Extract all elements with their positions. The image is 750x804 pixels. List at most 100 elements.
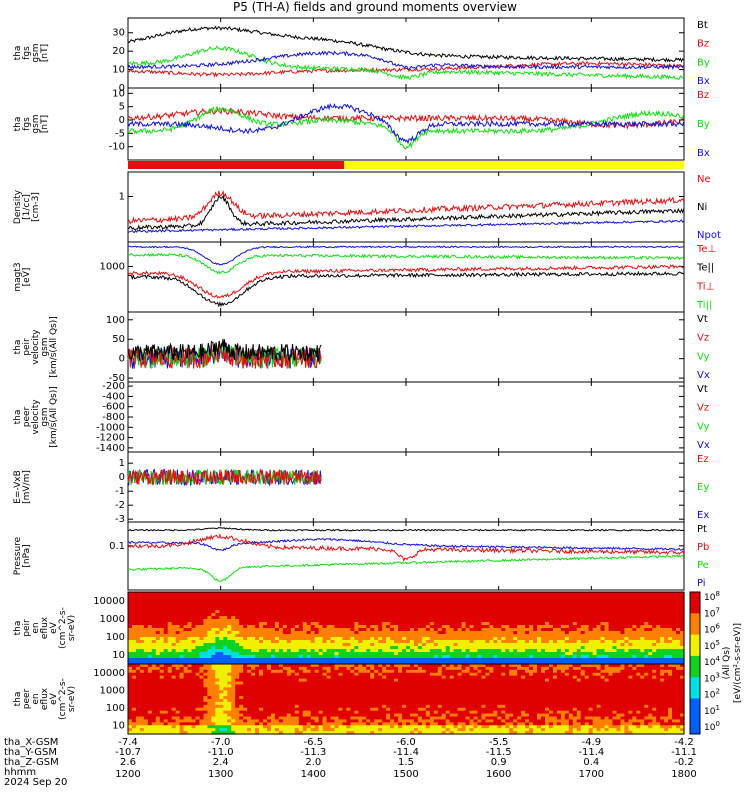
panel-region_bar bbox=[128, 161, 684, 169]
panel-frame bbox=[128, 382, 684, 452]
y-axis-label: sr-eV) bbox=[67, 686, 77, 712]
y-tick-label: 0 bbox=[119, 472, 125, 483]
series-temperature-Ti_par bbox=[128, 254, 684, 274]
y-tick-label: -1 bbox=[115, 486, 125, 497]
legend-peir_velocity-2: Vy bbox=[697, 351, 710, 362]
y-tick-label: 100 bbox=[106, 315, 125, 326]
y-tick-label: 100 bbox=[106, 632, 125, 643]
legend-pressure-1: Pb bbox=[697, 542, 709, 553]
y-axis-label: [cm-3] bbox=[31, 192, 41, 222]
y-axis-label: sr-eV) bbox=[67, 615, 77, 641]
legend-peir_velocity-0: Vt bbox=[697, 314, 708, 325]
y-tick-label: 30 bbox=[112, 28, 125, 39]
line-By bbox=[128, 107, 684, 149]
legend-temperature-1: Te|| bbox=[696, 263, 714, 274]
y-axis-label: [nPa] bbox=[22, 544, 32, 567]
series-fgs_gsm-Bt bbox=[128, 27, 684, 62]
panel-frame bbox=[128, 172, 684, 242]
series-density-Npot bbox=[128, 220, 684, 232]
series-pressure-Pi bbox=[128, 539, 684, 551]
y-tick-label: 1 bbox=[119, 192, 125, 203]
y-axis-label: [nT] bbox=[40, 44, 50, 62]
y-tick-label: 10 bbox=[112, 65, 125, 76]
y-tick-label: 1000 bbox=[100, 614, 125, 625]
series-fgs_gsm-By bbox=[128, 46, 684, 79]
legend-fgs_gsm-2: By bbox=[697, 57, 710, 68]
legend-peer_velocity-1: Vz bbox=[697, 403, 709, 414]
legend-peir_velocity-3: Vx bbox=[697, 370, 710, 381]
legend-fgs_gsm-0: Bt bbox=[697, 20, 708, 31]
plot-title: P5 (TH-A) fields and ground moments over… bbox=[0, 0, 750, 14]
legend-fgs_gsm-3: Bx bbox=[697, 76, 710, 87]
legend-efield-0: Ez bbox=[697, 454, 709, 465]
legend-temperature-3: Ti|| bbox=[696, 300, 712, 311]
region-segment bbox=[344, 161, 684, 169]
line-Te_par bbox=[128, 272, 684, 306]
y-tick-label: 10 bbox=[112, 650, 125, 661]
series-pressure-Pt bbox=[128, 528, 684, 531]
y-tick-label: -3 bbox=[115, 514, 125, 525]
heatmap-peir_eflux bbox=[128, 592, 685, 665]
y-tick-label: 5 bbox=[119, 102, 125, 113]
legend-pressure-0: Pt bbox=[697, 524, 707, 535]
y-axis-label: [nT] bbox=[40, 115, 50, 133]
legend-pressure-2: Pe bbox=[697, 560, 709, 571]
legend-fgs_gsm_zoom-0: Bz bbox=[697, 90, 709, 101]
line-Pe bbox=[128, 555, 684, 581]
series-temperature-Te_perp bbox=[128, 246, 684, 265]
line-Te_perp bbox=[128, 246, 684, 265]
y-tick-label: 10 bbox=[112, 88, 125, 99]
y-axis-label: [eV] bbox=[22, 268, 32, 287]
panel-frame bbox=[128, 242, 684, 312]
legend-efield-1: Ey bbox=[697, 482, 709, 493]
legend-fgs_gsm_zoom-1: By bbox=[697, 119, 710, 130]
legend-peir_velocity-1: Vz bbox=[697, 333, 709, 344]
y-tick-label: 100 bbox=[106, 703, 125, 714]
y-tick-label: -2 bbox=[115, 500, 125, 511]
legend-temperature-0: Te⊥ bbox=[696, 244, 716, 255]
y-tick-label: 10000 bbox=[93, 596, 125, 607]
line-Bx bbox=[128, 52, 684, 70]
series-pressure-Pe bbox=[128, 555, 684, 581]
series-fgs_gsm-Bx bbox=[128, 52, 684, 70]
legend-density-2: Npot bbox=[697, 230, 721, 241]
y-axis-label: [km/s(All Qs)] bbox=[49, 386, 59, 448]
y-tick-label: -5 bbox=[115, 128, 125, 139]
y-tick-label: -10 bbox=[109, 142, 125, 153]
legend-pressure-3: Pi bbox=[697, 578, 706, 589]
legend-efield-2: Ex bbox=[697, 510, 709, 521]
heatmap-peer_eflux bbox=[128, 664, 685, 735]
legend-peer_velocity-0: Vt bbox=[697, 384, 708, 395]
y-tick-label: 0 bbox=[119, 115, 125, 126]
legend-peer_velocity-2: Vy bbox=[697, 421, 710, 432]
region-segment bbox=[128, 161, 344, 169]
legend-temperature-2: Ti⊥ bbox=[696, 281, 714, 292]
y-tick-label: 10000 bbox=[93, 668, 125, 679]
y-tick-label: 1000 bbox=[100, 685, 125, 696]
line-Pi bbox=[128, 539, 684, 551]
y-tick-label: 20 bbox=[112, 46, 125, 57]
y-tick-label: 50 bbox=[112, 334, 125, 345]
y-tick-label: 10 bbox=[112, 720, 125, 731]
line-By bbox=[128, 46, 684, 79]
y-axis-label: [mV/m] bbox=[22, 470, 32, 504]
series-fgs_gsm_zoom-By bbox=[128, 107, 684, 149]
y-tick-label: 1000 bbox=[100, 262, 125, 273]
y-tick-label: 0 bbox=[119, 354, 125, 365]
line-Pt bbox=[128, 528, 684, 531]
legend-density-1: Ni bbox=[697, 202, 707, 213]
line-Bt bbox=[128, 27, 684, 62]
y-tick-label: 0.1 bbox=[109, 541, 125, 552]
legend-fgs_gsm_zoom-2: Bx bbox=[697, 148, 710, 159]
legend-fgs_gsm-1: Bz bbox=[697, 39, 709, 50]
series-temperature-Te_par bbox=[128, 272, 684, 306]
